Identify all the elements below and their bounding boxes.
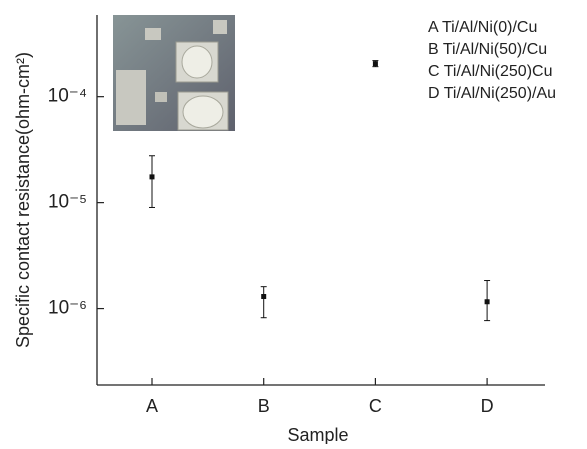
x-axis-label: Sample (287, 425, 348, 444)
inset-photo (113, 15, 235, 131)
y-axis-label: Specific contact resistance(ohm-cm²) (13, 52, 33, 348)
annotation: C Ti/Al/Ni(250)Cu (428, 63, 552, 80)
point (372, 61, 378, 67)
x-tick-label: C (369, 396, 382, 416)
x-tick-label: A (146, 396, 158, 416)
y-tick-label: 10⁻⁶ (48, 298, 87, 319)
point (484, 299, 490, 305)
annotation: A Ti/Al/Ni(0)/Cu (428, 19, 537, 36)
point (149, 174, 155, 180)
x-tick-label: B (258, 396, 270, 416)
annotation: B Ti/Al/Ni(50)/Cu (428, 41, 547, 58)
y-tick-label: 10⁻⁴ (48, 86, 87, 107)
x-tick-label: D (481, 396, 494, 416)
annotation: D Ti/Al/Ni(250)/Au (428, 85, 556, 102)
y-tick-label: 10⁻⁵ (48, 192, 87, 213)
point (261, 294, 267, 300)
